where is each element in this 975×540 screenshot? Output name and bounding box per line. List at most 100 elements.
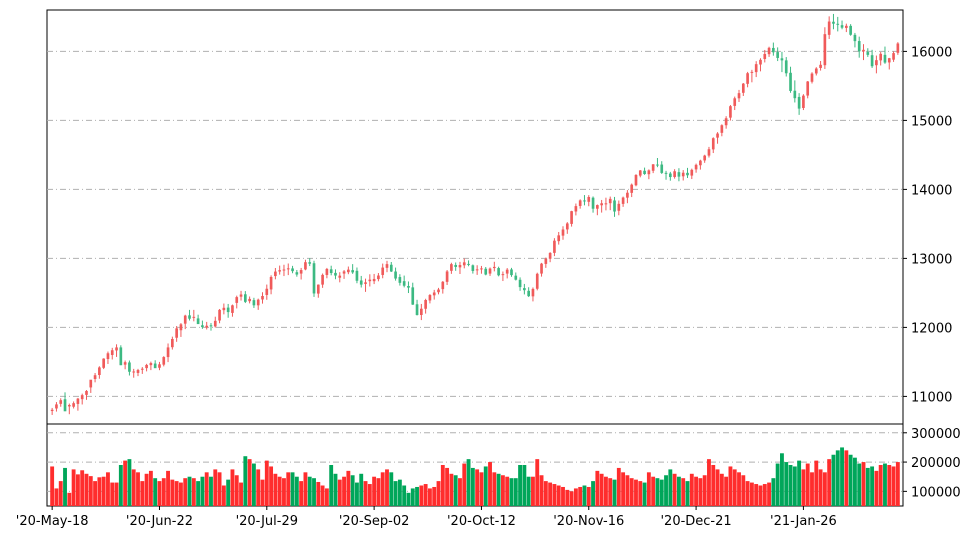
volume-bar: [758, 485, 763, 506]
candle-body: [806, 81, 810, 96]
volume-bar: [483, 466, 488, 506]
volume-bar: [702, 475, 707, 506]
candle-body: [226, 307, 230, 313]
volume-bar: [707, 459, 711, 506]
candle-body: [754, 64, 758, 73]
candle-body: [510, 269, 513, 276]
volume-bar: [539, 475, 544, 506]
candle-body: [102, 358, 105, 368]
candle-body: [703, 155, 707, 161]
candle-body: [308, 262, 312, 264]
volume-bar: [818, 469, 823, 506]
volume-bar: [458, 478, 462, 506]
volume-bar: [655, 478, 660, 506]
volume-bar: [762, 484, 767, 506]
volume-bar: [170, 479, 175, 506]
volume-bar: [646, 472, 651, 506]
candle-body: [763, 53, 767, 59]
candle-body: [394, 271, 397, 279]
candle-body: [278, 270, 282, 272]
candle-body: [450, 264, 453, 271]
volume-bar: [625, 475, 630, 506]
candle-body: [561, 229, 565, 236]
candle-body: [505, 269, 509, 274]
candle-body: [136, 370, 140, 373]
candle-body: [231, 305, 234, 313]
volume-bar: [93, 481, 98, 506]
volume-bar: [440, 465, 445, 506]
candle-body: [814, 68, 818, 74]
candle-body: [759, 59, 762, 65]
candle-body: [651, 164, 655, 171]
volume-bar: [531, 476, 535, 506]
volume-bar: [668, 469, 673, 506]
volume-bar: [58, 481, 63, 506]
volume-bar: [681, 478, 686, 506]
candle-body: [896, 43, 900, 53]
volume-bar: [848, 454, 853, 506]
volume-bar: [754, 484, 759, 506]
candle-body: [570, 211, 573, 224]
volume-bar: [518, 465, 523, 506]
volume-bar: [792, 466, 797, 506]
candle-body: [235, 297, 239, 303]
volume-bar: [642, 482, 647, 506]
volume-bar: [161, 478, 166, 506]
candle-body: [840, 25, 844, 28]
volume-bar: [767, 482, 771, 506]
volume-bar: [157, 481, 162, 506]
volume-bar: [676, 476, 681, 506]
candle-body: [497, 268, 500, 276]
candle-body: [239, 294, 243, 297]
candle-body: [656, 164, 659, 166]
volume-bar: [689, 473, 694, 506]
candle-body: [875, 60, 878, 66]
candle-body: [316, 284, 320, 294]
volume-bar: [629, 478, 634, 506]
volume-bar: [737, 472, 741, 506]
price-tick-label: 15000: [911, 114, 952, 129]
candle-body: [347, 269, 350, 273]
volume-bar: [543, 481, 548, 506]
candle-body: [437, 289, 440, 293]
candle-body: [252, 300, 256, 306]
candle-body: [862, 49, 865, 52]
candle-body: [295, 272, 299, 275]
candle-body: [690, 169, 694, 176]
volume-bar: [552, 484, 557, 506]
candle-body: [634, 174, 638, 186]
candle-body: [557, 235, 561, 242]
candle-body: [797, 96, 801, 109]
volume-bar: [389, 472, 394, 506]
volume-bar: [123, 460, 128, 506]
volume-bar: [393, 481, 398, 506]
candle-body: [428, 295, 432, 301]
volume-bar: [127, 459, 132, 506]
volume-bar: [865, 467, 870, 506]
candle-body: [724, 118, 728, 126]
volume-bar: [780, 453, 784, 506]
volume-bar: [174, 481, 179, 506]
candle-body: [218, 309, 221, 321]
candle-body: [269, 276, 273, 290]
candle-body: [372, 278, 376, 282]
volume-bar: [616, 467, 621, 506]
candle-body: [89, 379, 93, 388]
candle-body: [677, 172, 681, 177]
candle-body: [617, 203, 621, 211]
volume-bar: [376, 478, 381, 506]
candle-body: [158, 364, 161, 368]
volume-bar: [732, 469, 737, 506]
volume-bar: [427, 488, 432, 506]
volume-bar: [586, 486, 591, 506]
candle-body: [411, 287, 415, 305]
volume-bar: [101, 476, 106, 506]
candle-body: [415, 304, 419, 316]
candle-body: [578, 200, 582, 206]
volume-bar: [672, 473, 677, 506]
candle-body: [866, 52, 870, 55]
volume-bar: [621, 472, 626, 506]
candle-body: [492, 266, 496, 269]
volume-bar: [333, 473, 338, 506]
candle-body: [205, 325, 209, 328]
